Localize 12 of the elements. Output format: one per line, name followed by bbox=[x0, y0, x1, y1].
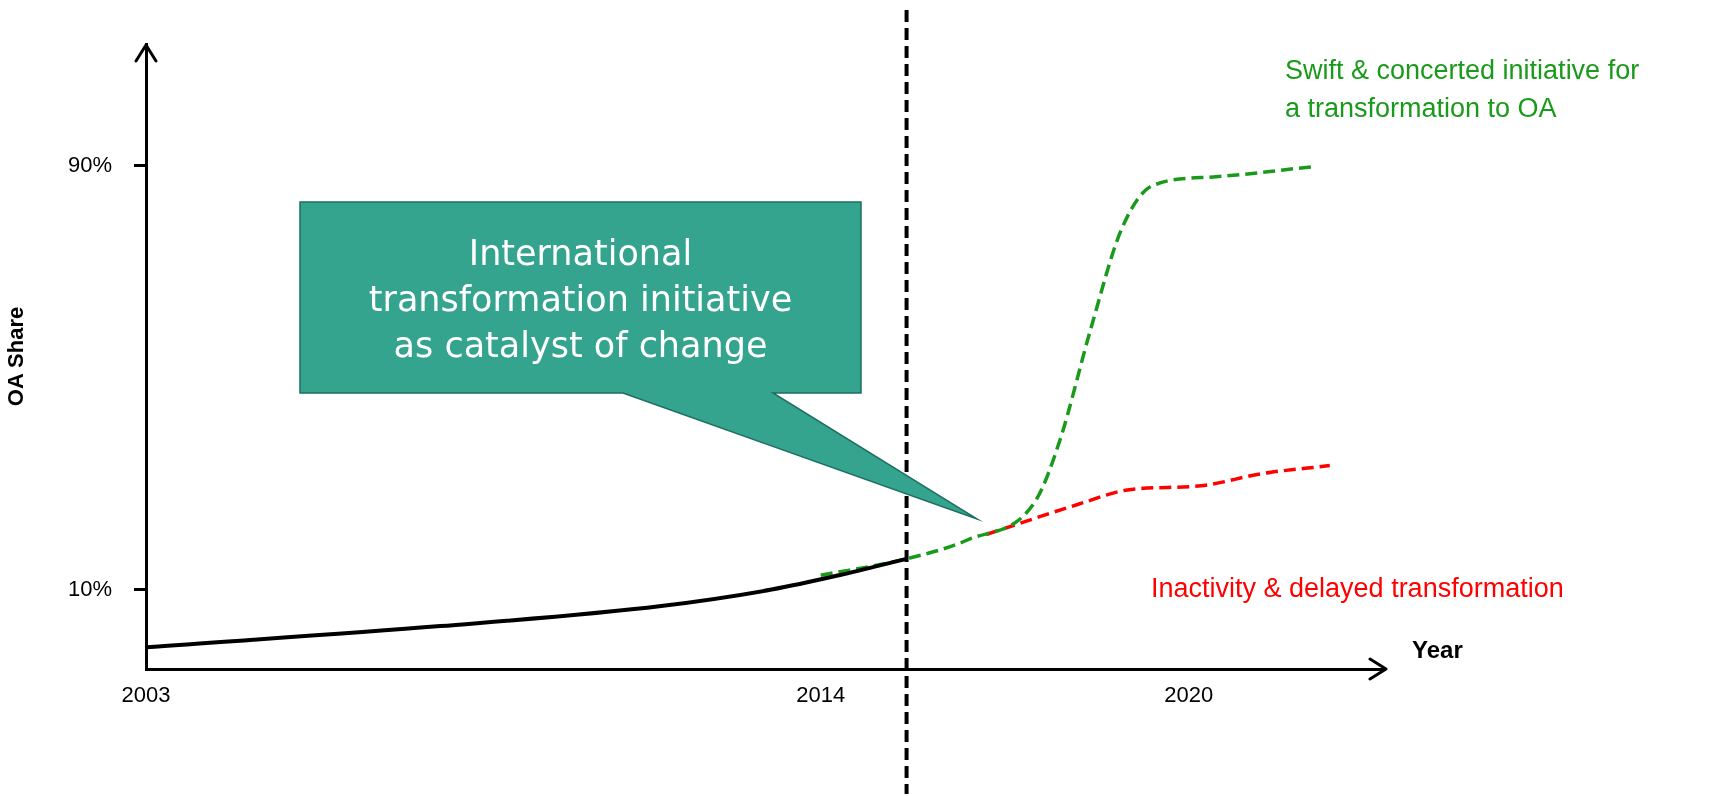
y-axis-title: OA Share bbox=[3, 306, 29, 407]
x-tick-label: 2003 bbox=[121, 682, 171, 708]
x-axis-title: Year bbox=[1412, 635, 1463, 663]
line-series bbox=[984, 463, 1332, 537]
line-series bbox=[818, 165, 1314, 577]
text: Inactivity & delayed transformation bbox=[1151, 573, 1564, 604]
y-tick-label: 90% bbox=[67, 151, 112, 177]
series-label: Swift & concerted initiative for a transformation to OA bbox=[1285, 55, 1640, 124]
annotation: International transformation initiative as catalyst of change bbox=[368, 233, 793, 366]
y-tick-label: 10% bbox=[67, 575, 112, 601]
x-tick-label: 2020 bbox=[1164, 682, 1214, 708]
x-tick-label: 2014 bbox=[796, 682, 846, 708]
